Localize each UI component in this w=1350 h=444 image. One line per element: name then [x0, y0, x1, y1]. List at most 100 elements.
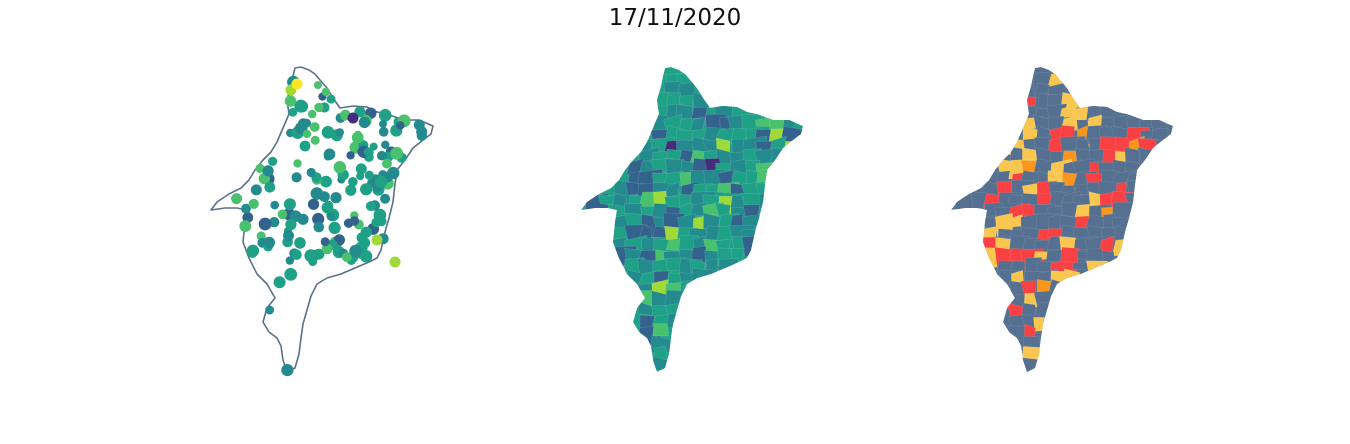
municipality-point [371, 217, 381, 228]
municipality-point [365, 201, 376, 212]
municipality-point [285, 218, 297, 231]
municipality-point [381, 140, 390, 149]
municipality-point [250, 184, 262, 196]
municipality-point [291, 172, 302, 183]
municipality-region [741, 235, 769, 258]
municipality-region [718, 258, 741, 281]
municipality-point [312, 212, 325, 226]
municipality-point [321, 87, 331, 97]
municipality-region [1033, 316, 1056, 332]
municipality-point [320, 237, 330, 247]
municipality-point [246, 244, 260, 257]
municipality-layer [585, 71, 803, 371]
municipality-point [268, 156, 278, 166]
point-map [210, 66, 434, 377]
municipality-point [363, 147, 374, 157]
municipality-region [769, 147, 792, 172]
municipality-point [242, 212, 254, 223]
municipality-point [299, 140, 311, 152]
municipality-point [359, 250, 373, 263]
municipality-point [239, 220, 252, 233]
municipality-point [328, 221, 341, 234]
municipality-point [289, 210, 302, 222]
choropleth-categorical-panel [945, 62, 1185, 382]
municipality-point [335, 128, 344, 137]
municipality-point [380, 193, 391, 204]
municipality-point [347, 112, 359, 124]
municipality-point [302, 129, 312, 139]
municipality-point [348, 177, 358, 187]
municipality-point [333, 161, 346, 174]
municipality-point [378, 127, 389, 137]
municipality-point [294, 237, 306, 249]
municipality-point [345, 184, 357, 196]
municipality-point [277, 209, 288, 220]
municipality-point [308, 109, 317, 119]
point-map-panel [205, 62, 445, 382]
municipality-point [295, 100, 309, 113]
municipality-region [1151, 128, 1169, 141]
municipality-point [302, 118, 311, 128]
municipality-point [270, 200, 279, 210]
municipality-point [231, 193, 243, 205]
municipality-point [314, 102, 324, 113]
municipality-point [258, 217, 272, 231]
municipality-point [390, 146, 404, 160]
municipality-point [374, 175, 388, 188]
municipality-point [291, 249, 302, 260]
municipality-point [377, 150, 387, 161]
municipality-point [255, 163, 265, 173]
municipality-point [284, 268, 298, 281]
municipality-region [1086, 260, 1111, 281]
municipality-point [310, 187, 324, 200]
municipality-point [288, 107, 298, 117]
municipality-point [379, 119, 387, 128]
municipality-point [263, 236, 275, 249]
municipality-point [283, 230, 294, 242]
municipality-point [358, 116, 371, 129]
municipality-region [1021, 96, 1037, 107]
municipality-point [262, 165, 274, 177]
municipality-point [293, 159, 302, 168]
municipality-point [321, 126, 335, 139]
municipality-region [758, 193, 772, 209]
municipality-point [326, 212, 336, 221]
municipality-point [309, 122, 320, 132]
municipality-region [692, 92, 716, 110]
municipality-point [387, 166, 400, 180]
municipality-point [349, 244, 362, 257]
municipality-point [284, 95, 297, 107]
municipality-point [241, 203, 251, 214]
municipality-point [349, 216, 360, 226]
municipality-point [330, 192, 342, 204]
municipality-point [307, 198, 320, 210]
municipality-point [382, 158, 392, 169]
municipality-point [265, 305, 275, 315]
municipality-point [269, 217, 280, 228]
municipality-point [355, 163, 367, 175]
municipality-point [283, 198, 296, 211]
municipality-point [356, 172, 365, 181]
municipality-point [306, 167, 316, 178]
municipality-point [378, 109, 392, 122]
choropleth-categorical-map [951, 67, 1173, 372]
municipality-point [371, 234, 383, 246]
municipality-region [652, 323, 669, 337]
municipality-point [248, 198, 259, 209]
municipality-point [291, 78, 303, 90]
municipality-point [341, 252, 352, 263]
choropleth-continuous-panel [575, 62, 815, 382]
municipality-point [273, 276, 286, 289]
municipality-region [1021, 357, 1048, 372]
figure-title: 17/11/2020 [608, 5, 742, 31]
municipality-region [680, 279, 704, 303]
municipality-point [346, 151, 355, 160]
point-layer [231, 75, 428, 377]
municipality-point [360, 183, 373, 196]
municipality-point [320, 175, 332, 188]
municipality-point [285, 256, 294, 265]
municipality-point [313, 221, 325, 233]
municipality-region [996, 170, 1011, 183]
municipality-point [314, 81, 322, 90]
municipality-point [323, 148, 336, 161]
